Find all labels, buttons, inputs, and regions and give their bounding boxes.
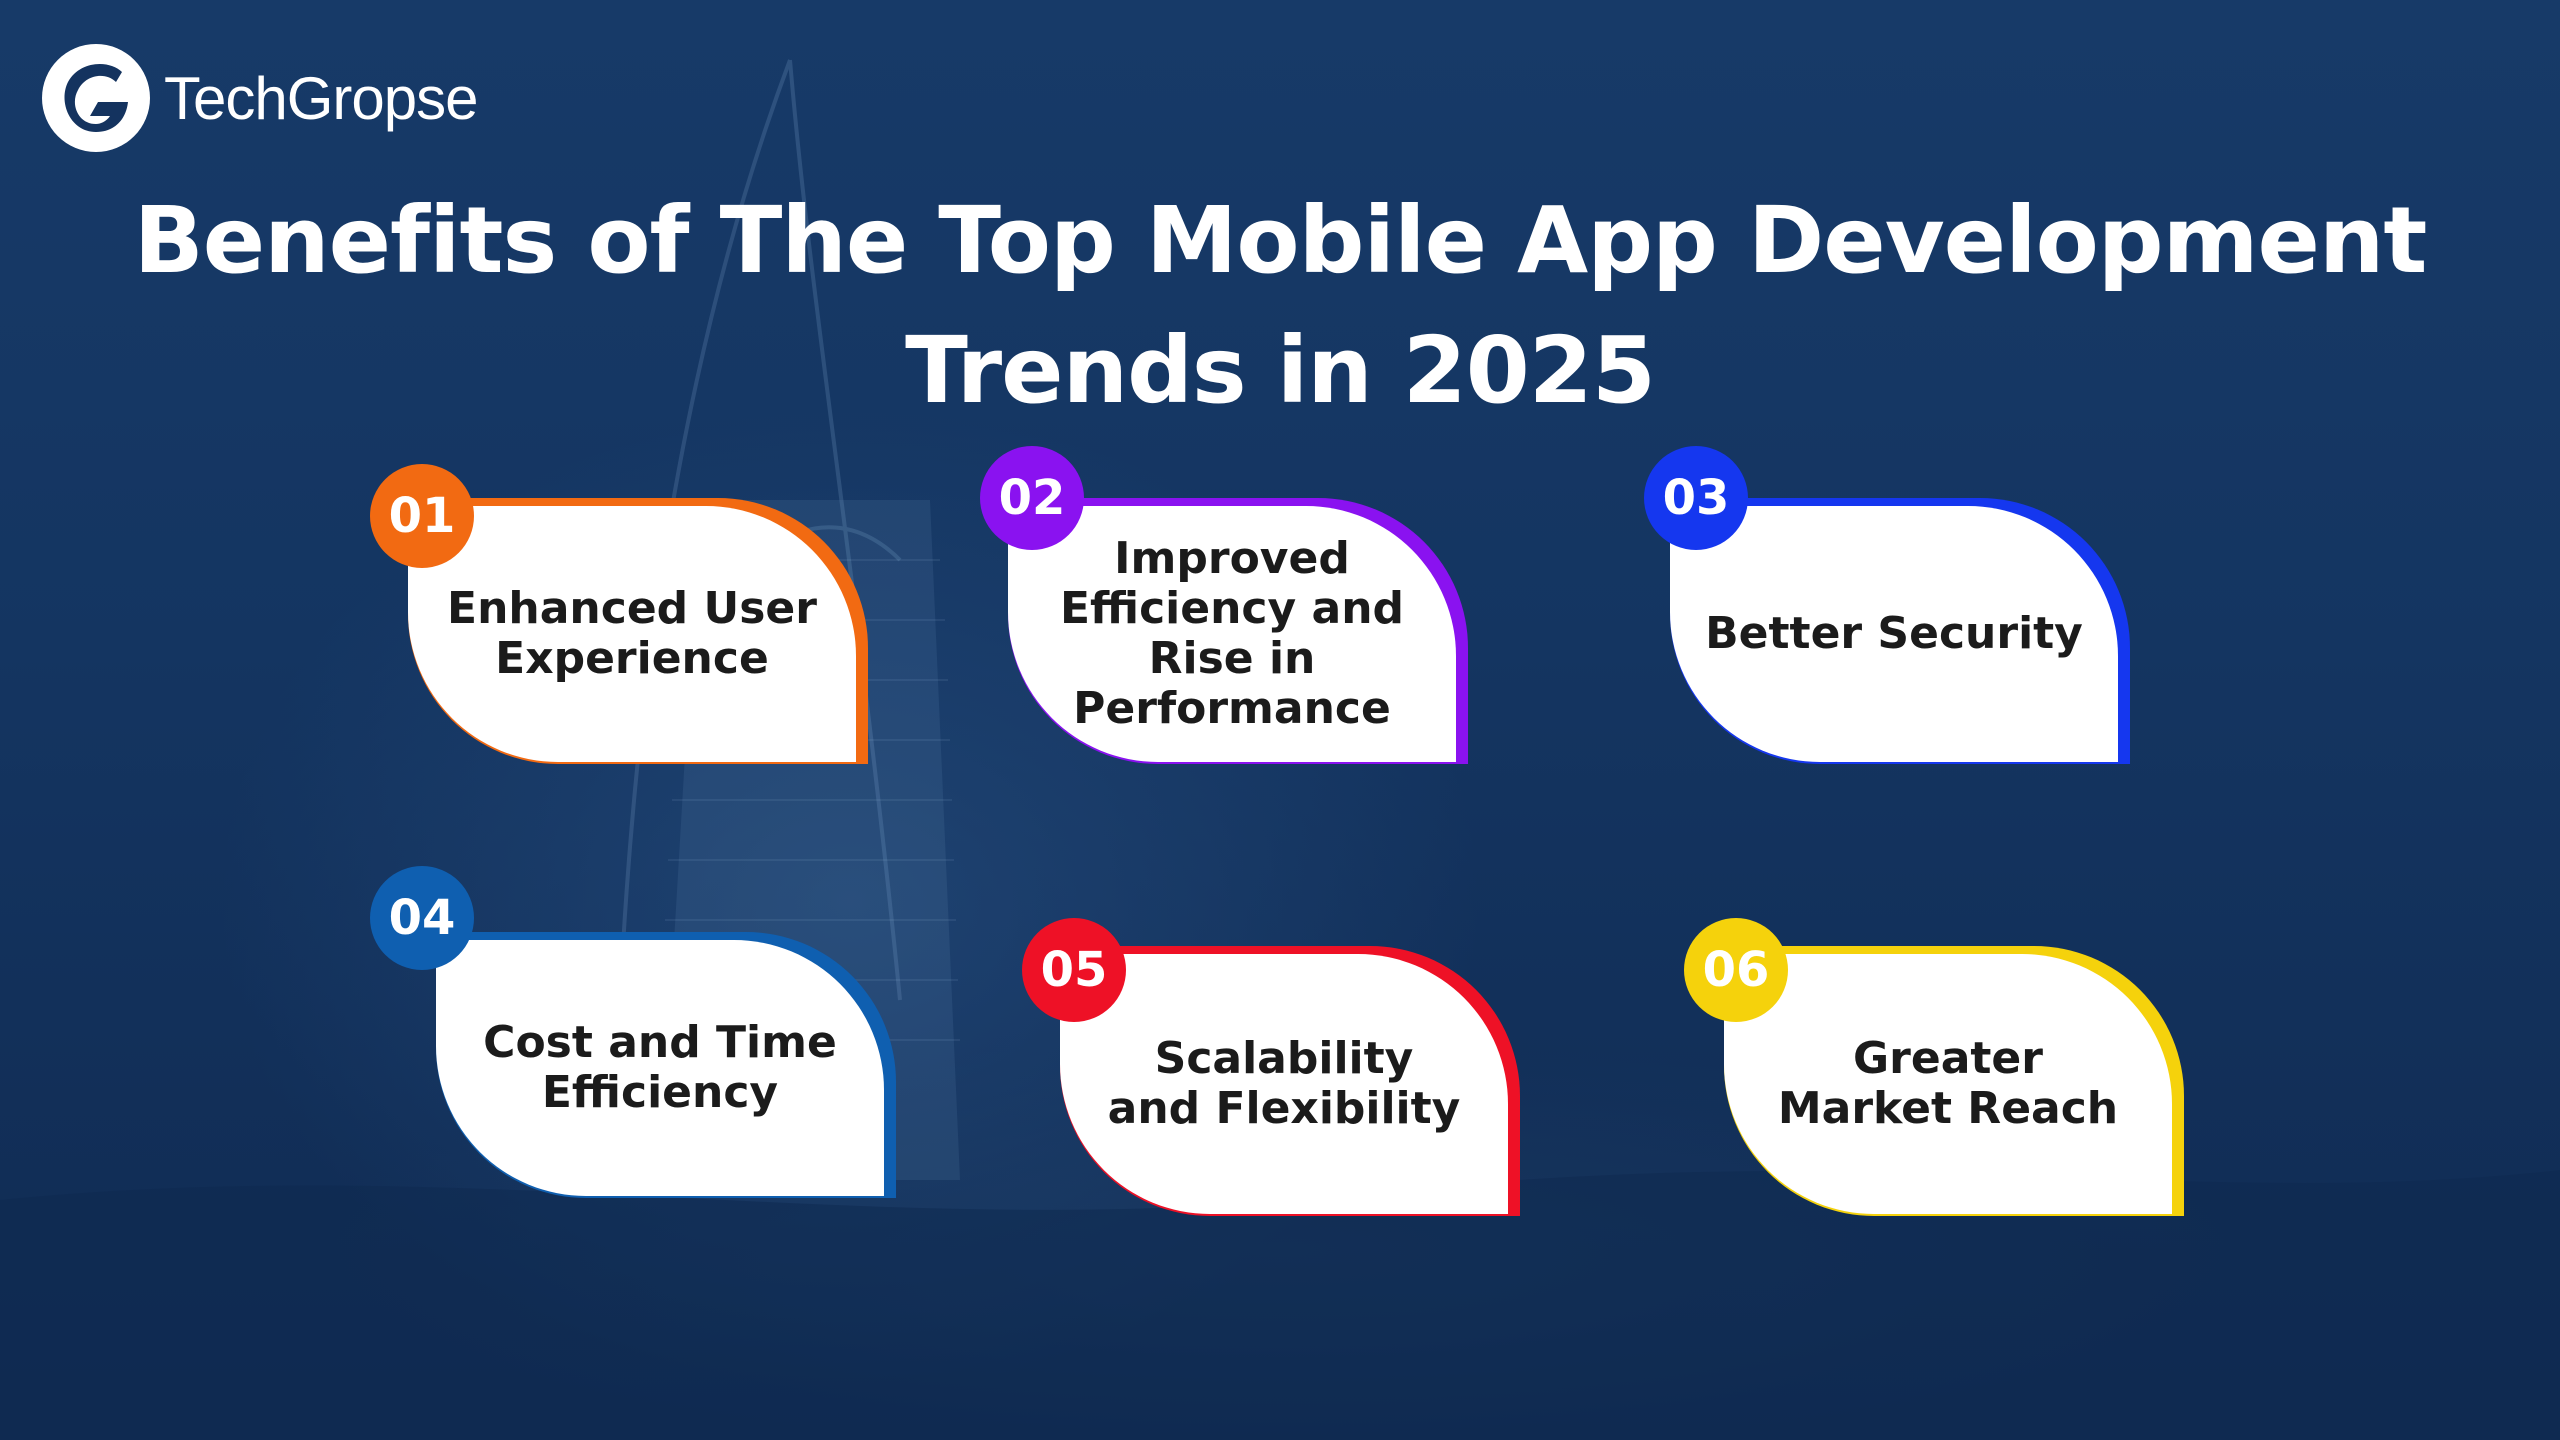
benefit-card-03: Better Security	[1670, 498, 2130, 764]
card-label-line: Market Reach	[1777, 1083, 2119, 1134]
card-body: Cost and Time Efficiency	[436, 940, 884, 1196]
card-number-badge-01: 01	[370, 464, 474, 568]
logo-icon	[42, 44, 150, 152]
card-number-badge-06: 06	[1684, 918, 1788, 1022]
benefit-card-04: Cost and Time Efficiency	[436, 932, 896, 1198]
card-label-line: Greater	[1853, 1033, 2043, 1084]
title-line: Benefits of The Top Mobile App Developme…	[133, 187, 2428, 294]
card-label: Enhanced User Experience	[447, 584, 817, 684]
card-label-line: Scalability	[1154, 1033, 1414, 1084]
card-body: Enhanced User Experience	[408, 506, 856, 762]
card-label-line: Cost and Time	[483, 1017, 837, 1068]
card-number-badge-02: 02	[980, 446, 1084, 550]
card-label-line: Enhanced User	[447, 583, 817, 634]
card-body: Improved Efficiency and Rise in Performa…	[1008, 506, 1456, 762]
card-body: Greater Market Reach	[1724, 954, 2172, 1214]
benefit-card-01: Enhanced User Experience	[408, 498, 868, 764]
card-label: Improved Efficiency and Rise in Performa…	[1060, 534, 1404, 734]
card-label-line: Improved	[1114, 533, 1350, 584]
card-label-line: Efficiency and	[1059, 583, 1405, 634]
card-body: Better Security	[1670, 506, 2118, 762]
brand-name: TechGropse	[164, 64, 478, 132]
card-body: Scalability and Flexibility	[1060, 954, 1508, 1214]
benefit-card-05: Scalability and Flexibility	[1060, 946, 1520, 1216]
card-label: Better Security	[1705, 609, 2083, 659]
card-label: Scalability and Flexibility	[1108, 1034, 1461, 1134]
card-label-line: Efficiency	[541, 1067, 779, 1118]
card-number-badge-04: 04	[370, 866, 474, 970]
card-number-badge-03: 03	[1644, 446, 1748, 550]
benefit-card-06: Greater Market Reach	[1724, 946, 2184, 1216]
title-line: Trends in 2025	[905, 317, 1656, 424]
card-label-line: Experience	[495, 633, 769, 684]
card-label-line: Better Security	[1705, 608, 2083, 659]
card-label: Cost and Time Efficiency	[483, 1018, 837, 1118]
brand-logo: TechGropse	[40, 42, 478, 154]
page-title: Benefits of The Top Mobile App Developme…	[0, 176, 2560, 436]
card-label: Greater Market Reach	[1778, 1034, 2118, 1134]
benefit-card-02: Improved Efficiency and Rise in Performa…	[1008, 498, 1468, 764]
card-label-line: Rise in	[1148, 633, 1316, 684]
card-number-badge-05: 05	[1022, 918, 1126, 1022]
card-label-line: Performance	[1073, 683, 1391, 734]
card-label-line: and Flexibility	[1107, 1083, 1461, 1134]
